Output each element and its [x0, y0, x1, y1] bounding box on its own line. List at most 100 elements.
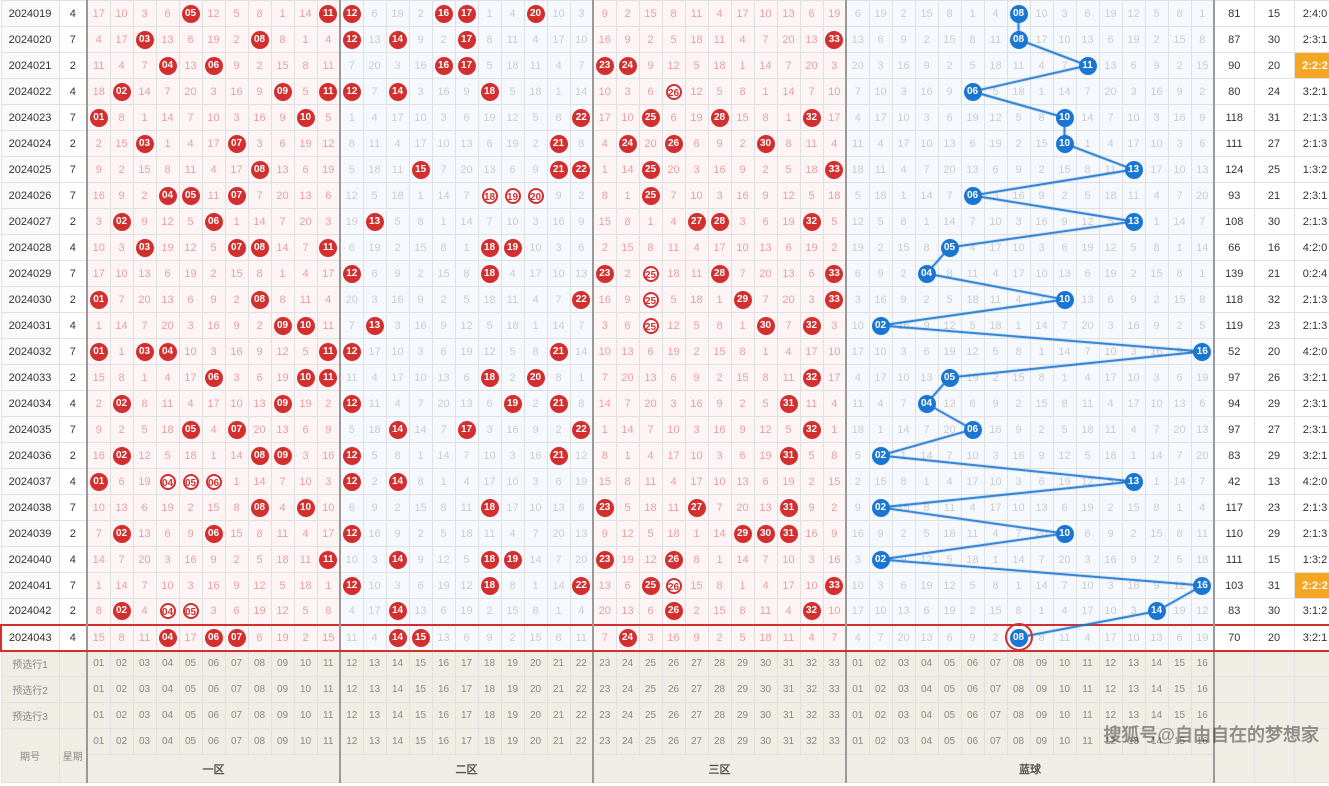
sum-cell: 42 — [1214, 469, 1254, 495]
blue-cell: 15 — [1030, 391, 1053, 417]
num-cell: 1 — [432, 469, 455, 495]
red-ball: 04 — [159, 629, 177, 647]
num-cell: 18 — [685, 287, 708, 313]
num-cell: 5 — [501, 339, 524, 365]
num-cell: 3 — [593, 313, 616, 339]
red-ball: 31 — [780, 499, 798, 517]
ratio1-cell: 4:2:0 — [1294, 469, 1329, 495]
num-cell: 19 — [294, 391, 317, 417]
num-cell: 10 — [823, 79, 846, 105]
num-cell: 1 — [225, 209, 248, 235]
red-ball: 19 — [504, 395, 522, 413]
blue-cell: 8 — [1191, 27, 1214, 53]
num-cell: 3 — [317, 209, 340, 235]
blue-cell: 16 — [846, 521, 869, 547]
data-row: 2024030201720136920881142031692518114722… — [1, 287, 1329, 313]
blue-cell: 10 — [1007, 495, 1030, 521]
red-ball: 11 — [319, 551, 337, 569]
num-cell: 19 — [501, 235, 524, 261]
num-cell: 5 — [156, 443, 179, 469]
num-cell: 11 — [363, 391, 386, 417]
blue-cell: 10 — [1145, 131, 1168, 157]
num-cell: 5 — [179, 209, 202, 235]
num-cell: 1 — [317, 573, 340, 599]
num-cell: 5 — [294, 339, 317, 365]
num-cell: 06 — [202, 53, 225, 79]
num-cell: 14 — [616, 157, 639, 183]
week-cell: 2 — [59, 287, 87, 313]
blue-cell: 5 — [938, 287, 961, 313]
num-cell: 31 — [777, 495, 800, 521]
num-cell: 6 — [248, 625, 271, 651]
blue-cell: 13 — [1122, 209, 1145, 235]
num-cell: 20 — [570, 547, 593, 573]
blue-ball: 06 — [964, 187, 982, 205]
blue-cell: 06 — [961, 79, 984, 105]
red-ball: 22 — [572, 161, 590, 179]
red-ball: 03 — [136, 343, 154, 361]
num-cell: 19 — [432, 573, 455, 599]
num-cell: 15 — [501, 599, 524, 625]
num-cell: 7 — [593, 625, 616, 651]
red-ball: 28 — [711, 213, 729, 231]
num-cell: 3 — [386, 313, 409, 339]
blue-cell: 1 — [1007, 573, 1030, 599]
num-cell: 5 — [432, 521, 455, 547]
num-cell: 20 — [455, 157, 478, 183]
blue-cell: 20 — [892, 625, 915, 651]
blue-cell: 16 — [1145, 79, 1168, 105]
num-cell: 6 — [432, 599, 455, 625]
blue-cell: 16 — [1145, 339, 1168, 365]
num-cell: 16 — [179, 547, 202, 573]
blue-cell: 6 — [915, 599, 938, 625]
blue-cell: 04 — [915, 261, 938, 287]
num-cell: 1 — [409, 183, 432, 209]
num-cell: 10 — [294, 365, 317, 391]
num-cell: 14 — [386, 599, 409, 625]
blue-cell: 15 — [892, 235, 915, 261]
blue-cell: 14 — [1168, 469, 1191, 495]
num-cell: 1 — [777, 105, 800, 131]
num-cell: 2 — [708, 365, 731, 391]
blue-cell: 13 — [961, 157, 984, 183]
num-cell: 10 — [432, 131, 455, 157]
sum-cell: 111 — [1214, 131, 1254, 157]
num-cell: 6 — [340, 495, 363, 521]
num-cell: 7 — [731, 261, 754, 287]
num-cell: 19 — [156, 235, 179, 261]
num-cell: 31 — [777, 391, 800, 417]
num-cell: 10 — [823, 599, 846, 625]
blue-cell: 1 — [915, 209, 938, 235]
span-cell: 13 — [1254, 469, 1294, 495]
num-cell: 2 — [225, 27, 248, 53]
num-cell: 8 — [708, 313, 731, 339]
blue-cell: 11 — [1099, 417, 1122, 443]
num-cell: 11 — [800, 131, 823, 157]
red-ball: 06 — [205, 213, 223, 231]
blue-cell: 9 — [1053, 209, 1076, 235]
num-cell: 4 — [547, 53, 570, 79]
blue-cell: 9 — [1007, 157, 1030, 183]
num-cell: 15 — [823, 469, 846, 495]
num-cell: 7 — [455, 443, 478, 469]
num-cell: 13 — [363, 27, 386, 53]
num-cell: 9 — [731, 417, 754, 443]
blue-cell: 16 — [1191, 339, 1214, 365]
blue-cell: 18 — [1099, 443, 1122, 469]
num-cell: 07 — [225, 131, 248, 157]
num-cell: 8 — [570, 391, 593, 417]
blue-cell: 9 — [1007, 417, 1030, 443]
blue-cell: 2 — [938, 53, 961, 79]
red-ball: 11 — [319, 239, 337, 257]
num-cell: 11 — [317, 235, 340, 261]
num-cell: 16 — [409, 53, 432, 79]
red-ball: 17 — [458, 5, 476, 23]
num-cell: 14 — [708, 521, 731, 547]
num-cell: 13 — [777, 261, 800, 287]
blue-cell: 5 — [961, 573, 984, 599]
num-cell: 2 — [294, 625, 317, 651]
blue-cell: 8 — [1191, 287, 1214, 313]
red-ball: 33 — [825, 265, 843, 283]
num-cell: 19 — [248, 599, 271, 625]
blue-cell: 9 — [984, 391, 1007, 417]
